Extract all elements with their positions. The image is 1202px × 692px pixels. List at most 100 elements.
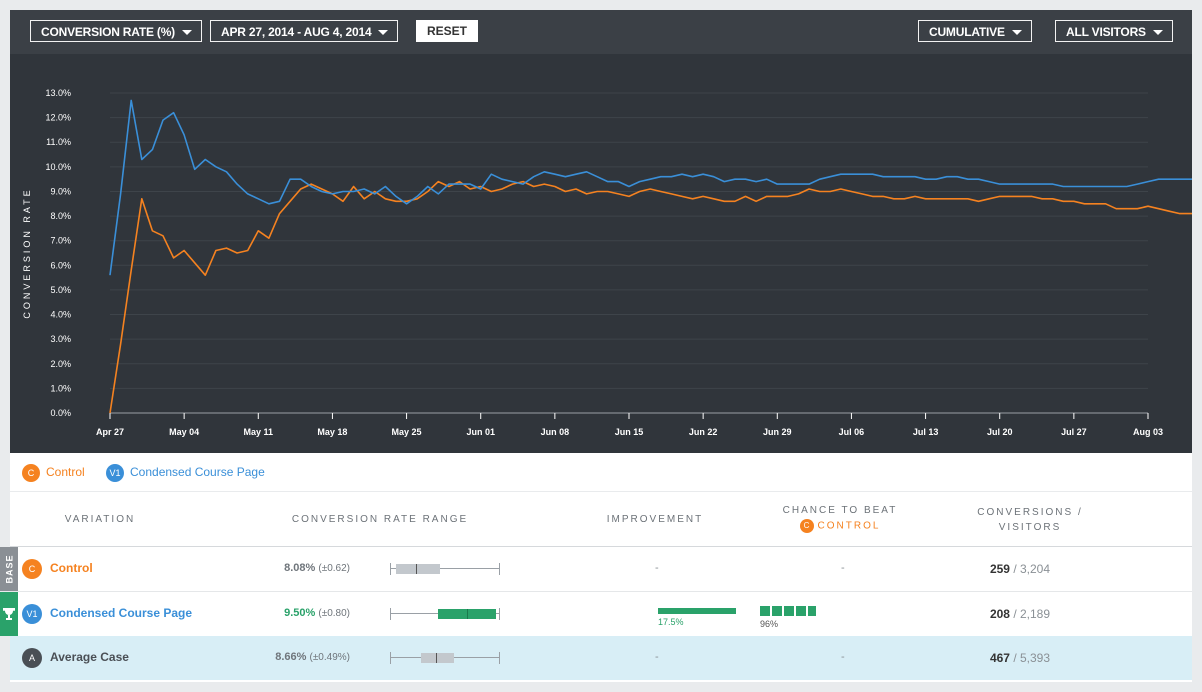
trophy-icon bbox=[3, 608, 15, 620]
legend-item-variation[interactable]: V1 Condensed Course Page bbox=[106, 464, 265, 482]
y-tick-label: 8.0% bbox=[50, 211, 71, 221]
variation-badge: V1 bbox=[106, 464, 124, 482]
winner-tag bbox=[0, 592, 18, 636]
header-range: CONVERSION RATE RANGE bbox=[291, 514, 469, 525]
x-tick-label: May 18 bbox=[317, 427, 347, 437]
header-chance-line1: CHANCE TO BEAT bbox=[782, 505, 898, 516]
chance-square bbox=[796, 606, 806, 616]
x-tick-label: Jun 29 bbox=[763, 427, 792, 437]
range-box bbox=[395, 564, 440, 574]
x-tick-label: Jul 27 bbox=[1061, 427, 1087, 437]
reset-button[interactable]: RESET bbox=[416, 20, 479, 42]
variation-badge: V1 bbox=[22, 604, 42, 624]
chance-value: - bbox=[841, 562, 845, 574]
visitors-count: / 3,204 bbox=[1013, 562, 1051, 576]
rate-margin: (±0.62) bbox=[318, 563, 350, 574]
conversions-visitors: 208 / 2,189 bbox=[970, 607, 1070, 621]
metric-dropdown-label: CONVERSION RATE (%) bbox=[41, 25, 175, 39]
header-variation: VARIATION bbox=[64, 514, 136, 525]
y-tick-label: 5.0% bbox=[50, 285, 71, 295]
range-cap-left bbox=[390, 608, 391, 620]
y-tick-label: 12.0% bbox=[45, 113, 71, 123]
improvement-value: - bbox=[655, 651, 659, 663]
x-tick-label: Jun 08 bbox=[541, 427, 570, 437]
header-conversions: CONVERSIONS / VISITORS bbox=[960, 507, 1100, 533]
conversion-range-boxplot bbox=[390, 608, 500, 620]
chance-value: 96% bbox=[760, 619, 779, 629]
mode-dropdown-label: CUMULATIVE bbox=[929, 25, 1005, 39]
y-tick-label: 0.0% bbox=[50, 408, 71, 418]
conversion-range-boxplot bbox=[390, 652, 500, 664]
range-cap-left bbox=[390, 652, 391, 664]
header-chance: CHANCE TO BEAT C CONTROL bbox=[770, 505, 910, 533]
series-line-condensed-course-page bbox=[109, 99, 1192, 276]
conversions-visitors: 259 / 3,204 bbox=[970, 562, 1070, 576]
metric-dropdown[interactable]: CONVERSION RATE (%) bbox=[30, 20, 202, 42]
chance-square bbox=[772, 606, 782, 616]
mode-dropdown[interactable]: CUMULATIVE bbox=[918, 20, 1032, 42]
y-tick-label: 10.0% bbox=[45, 162, 71, 172]
conversion-rate-chart[interactable]: 0.0% 1.0% 2.0% 3.0% 4.0% 5.0% 6.0% 7.0% 8.0% 9.0%… bbox=[10, 54, 1192, 453]
range-box bbox=[438, 609, 496, 619]
legend-item-control[interactable]: C Control bbox=[22, 464, 85, 482]
chevron-down-icon bbox=[1152, 30, 1163, 35]
table-row-average[interactable]: A Average Case 8.66% (±0.49%) - - 467 / … bbox=[10, 636, 1192, 680]
results-table: VARIATION CONVERSION RATE RANGE IMPROVEM… bbox=[0, 492, 1192, 682]
x-tick-label: Apr 27 bbox=[96, 427, 124, 437]
conversion-rate: 9.50% (±0.80) bbox=[250, 607, 350, 619]
segment-dropdown[interactable]: ALL VISITORS bbox=[1055, 20, 1173, 42]
segment-dropdown-label: ALL VISITORS bbox=[1066, 25, 1146, 39]
conversions-count: 259 bbox=[989, 562, 1010, 576]
y-tick-label: 3.0% bbox=[50, 334, 71, 344]
variation-name[interactable]: Control bbox=[50, 561, 93, 575]
x-tick-label: Jun 22 bbox=[689, 427, 718, 437]
y-tick-label: 1.0% bbox=[50, 383, 71, 393]
y-tick-label: 13.0% bbox=[45, 88, 71, 98]
range-box bbox=[420, 653, 454, 663]
chevron-down-icon bbox=[378, 30, 389, 35]
header-conversions-line2: VISITORS bbox=[998, 522, 1062, 533]
chance-square bbox=[760, 606, 770, 616]
conversion-range-boxplot bbox=[390, 563, 500, 575]
x-tick-label: May 04 bbox=[169, 427, 199, 437]
base-tag: BASE bbox=[0, 547, 18, 591]
rate-value: 8.08% bbox=[284, 562, 316, 574]
date-range-dropdown[interactable]: APR 27, 2014 - AUG 4, 2014 bbox=[210, 20, 399, 42]
x-tick-label: May 25 bbox=[392, 427, 422, 437]
header-chance-control: CONTROL bbox=[817, 520, 881, 532]
control-badge: C bbox=[799, 519, 814, 533]
average-badge: A bbox=[22, 648, 42, 668]
legend-label-variation: Condensed Course Page bbox=[130, 465, 265, 480]
header-improvement: IMPROVEMENT bbox=[606, 514, 704, 525]
improvement-value: 17.5% bbox=[658, 617, 684, 627]
table-header: VARIATION CONVERSION RATE RANGE IMPROVEM… bbox=[10, 492, 1192, 547]
chart-toolbar: CONVERSION RATE (%) APR 27, 2014 - AUG 4… bbox=[10, 10, 1192, 54]
table-row-control[interactable]: BASE C Control 8.08% (±0.62) - - 259 / 3… bbox=[0, 547, 1192, 592]
variation-name: Average Case bbox=[50, 650, 129, 664]
range-median bbox=[416, 564, 418, 574]
rate-margin: (±0.49%) bbox=[309, 652, 350, 663]
chance-square bbox=[808, 606, 816, 616]
y-axis-title: CONVERSION RATE bbox=[22, 187, 32, 318]
range-median bbox=[436, 653, 438, 663]
range-median bbox=[467, 609, 468, 619]
legend-label-control: Control bbox=[46, 465, 85, 480]
conversions-count: 208 bbox=[989, 607, 1010, 621]
x-tick-label: Jul 13 bbox=[913, 427, 939, 437]
x-tick-label: May 11 bbox=[244, 427, 274, 437]
conversions-visitors: 467 / 5,393 bbox=[970, 651, 1070, 665]
table-row-variation[interactable]: V1 Condensed Course Page 9.50% (±0.80) 1… bbox=[0, 592, 1192, 636]
improvement-value: - bbox=[655, 562, 659, 574]
header-conversions-line1: CONVERSIONS / bbox=[977, 507, 1083, 518]
variation-name[interactable]: Condensed Course Page bbox=[50, 606, 193, 620]
chance-value: - bbox=[841, 651, 845, 663]
range-cap-left bbox=[390, 563, 391, 575]
chart-legend: C Control V1 Condensed Course Page bbox=[10, 453, 1192, 491]
y-tick-label: 4.0% bbox=[50, 310, 71, 320]
visitors-count: / 5,393 bbox=[1013, 651, 1051, 665]
range-cap-right bbox=[499, 563, 500, 575]
chart-panel: CONVERSION RATE (%) APR 27, 2014 - AUG 4… bbox=[10, 10, 1192, 453]
rate-value: 9.50% bbox=[284, 607, 316, 619]
control-badge: C bbox=[22, 559, 42, 579]
base-tag-label: BASE bbox=[4, 554, 15, 584]
